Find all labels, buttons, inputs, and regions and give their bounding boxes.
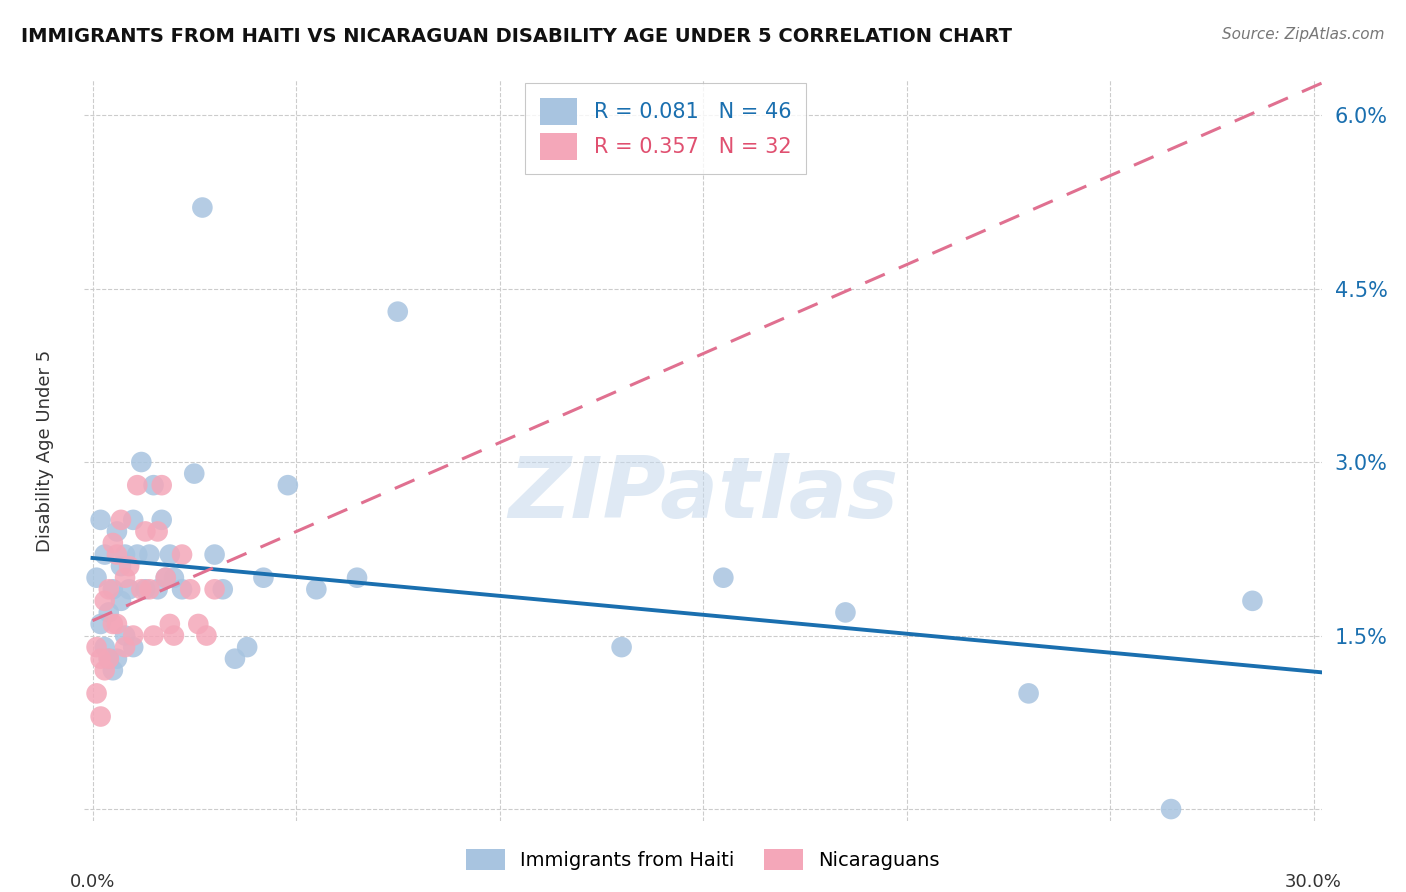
Point <box>150 478 173 492</box>
Point <box>195 629 218 643</box>
Point <box>211 582 233 597</box>
Point <box>1018 686 1040 700</box>
Point <box>122 640 145 654</box>
Point <box>610 640 633 654</box>
Text: 0.0%: 0.0% <box>70 872 115 891</box>
Point <box>105 524 128 539</box>
Point <box>146 524 169 539</box>
Point <box>114 571 136 585</box>
Point <box>97 582 120 597</box>
Point <box>134 524 156 539</box>
Point <box>105 617 128 632</box>
Point <box>114 629 136 643</box>
Point <box>90 617 112 632</box>
Point <box>90 513 112 527</box>
Point <box>90 651 112 665</box>
Point <box>118 582 141 597</box>
Point <box>191 201 214 215</box>
Legend: Immigrants from Haiti, Nicaraguans: Immigrants from Haiti, Nicaraguans <box>458 841 948 878</box>
Point <box>252 571 274 585</box>
Point <box>159 548 181 562</box>
Point <box>131 455 153 469</box>
Point <box>179 582 201 597</box>
Point <box>155 571 177 585</box>
Point <box>114 548 136 562</box>
Point <box>170 582 193 597</box>
Point <box>110 559 132 574</box>
Point <box>127 548 149 562</box>
Point <box>101 617 124 632</box>
Point <box>346 571 368 585</box>
Point <box>110 594 132 608</box>
Point <box>114 640 136 654</box>
Point <box>163 629 186 643</box>
Point <box>101 536 124 550</box>
Point <box>834 606 856 620</box>
Point <box>122 629 145 643</box>
Point <box>163 571 186 585</box>
Point <box>127 478 149 492</box>
Point <box>146 582 169 597</box>
Point <box>183 467 205 481</box>
Text: Disability Age Under 5: Disability Age Under 5 <box>35 350 53 551</box>
Point <box>170 548 193 562</box>
Point <box>711 571 734 585</box>
Point <box>90 709 112 723</box>
Point <box>134 582 156 597</box>
Point <box>187 617 209 632</box>
Point <box>110 513 132 527</box>
Point <box>122 513 145 527</box>
Text: Source: ZipAtlas.com: Source: ZipAtlas.com <box>1222 27 1385 42</box>
Point <box>131 582 153 597</box>
Legend: R = 0.081   N = 46, R = 0.357   N = 32: R = 0.081 N = 46, R = 0.357 N = 32 <box>526 83 807 174</box>
Point <box>97 651 120 665</box>
Point <box>105 651 128 665</box>
Point <box>138 582 160 597</box>
Point <box>86 686 108 700</box>
Point <box>142 629 165 643</box>
Point <box>224 651 246 665</box>
Point <box>142 478 165 492</box>
Point <box>93 663 115 677</box>
Point <box>97 606 120 620</box>
Point <box>93 640 115 654</box>
Point <box>305 582 328 597</box>
Point <box>1241 594 1264 608</box>
Point <box>86 640 108 654</box>
Point <box>236 640 259 654</box>
Point <box>97 651 120 665</box>
Point <box>204 548 226 562</box>
Text: IMMIGRANTS FROM HAITI VS NICARAGUAN DISABILITY AGE UNDER 5 CORRELATION CHART: IMMIGRANTS FROM HAITI VS NICARAGUAN DISA… <box>21 27 1012 45</box>
Point <box>86 571 108 585</box>
Point <box>101 663 124 677</box>
Point <box>105 548 128 562</box>
Point <box>93 548 115 562</box>
Point <box>159 617 181 632</box>
Point <box>101 582 124 597</box>
Point <box>204 582 226 597</box>
Point <box>118 559 141 574</box>
Point <box>1160 802 1182 816</box>
Point <box>138 548 160 562</box>
Text: ZIPatlas: ZIPatlas <box>508 453 898 536</box>
Point <box>150 513 173 527</box>
Text: 30.0%: 30.0% <box>1285 872 1341 891</box>
Point <box>387 304 409 318</box>
Point <box>155 571 177 585</box>
Point <box>93 594 115 608</box>
Point <box>277 478 299 492</box>
